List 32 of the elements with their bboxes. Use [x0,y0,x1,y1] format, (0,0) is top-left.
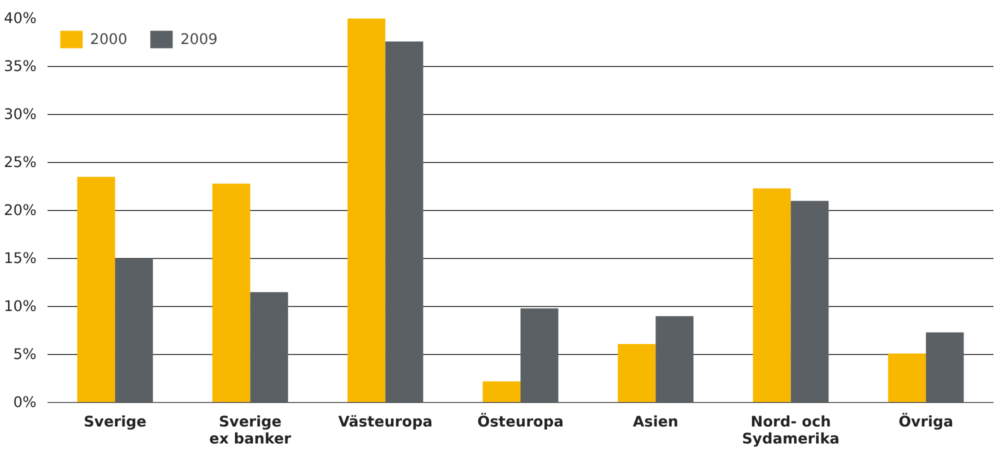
bar [482,381,520,402]
bar [385,42,424,402]
bar [348,18,386,402]
bar [752,188,791,402]
bar [115,258,153,402]
bar [212,184,250,402]
x-tick-label: Asien [632,414,678,430]
y-tick-label: 25% [4,154,37,171]
legend-label: 2000 [90,30,128,48]
x-tick-label: Övriga [898,412,954,430]
bar [77,176,116,402]
bar [888,354,926,402]
y-tick-label: 20% [4,202,37,219]
y-tick-label: 35% [4,58,37,75]
y-tick-label: 15% [4,250,37,267]
x-tick-label: Östeuropa [477,412,564,430]
x-tick-label: Nord- och Sydamerika [742,414,840,448]
x-tick-label: Sverige [84,414,146,430]
y-tick-label: 30% [4,106,37,123]
bar [926,332,964,402]
y-tick-label: 5% [13,346,37,363]
y-tick-label: 40% [4,10,37,27]
bar [618,344,656,402]
y-tick-label: 10% [4,298,37,315]
bar [790,200,829,402]
bar [250,292,288,402]
x-tick-label: Sverige ex banker [209,414,292,448]
bar [656,316,694,402]
x-tick-label: Västeuropa [338,414,432,430]
y-tick-label: 0% [13,394,37,411]
bar [520,308,558,402]
legend-label: 2009 [180,30,218,48]
